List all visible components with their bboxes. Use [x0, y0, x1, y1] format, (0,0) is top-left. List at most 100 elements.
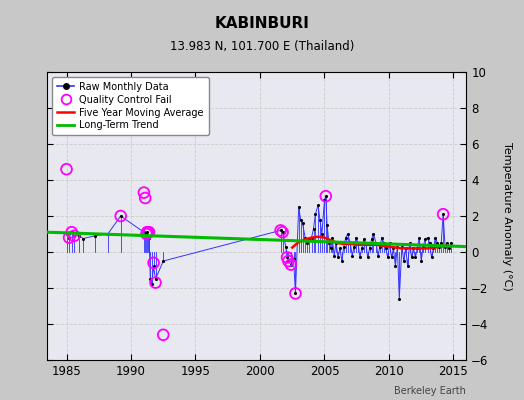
Point: [393, 243, 401, 250]
Point: [439, 211, 447, 218]
Point: [322, 193, 330, 199]
Point: [322, 193, 330, 199]
Point: [151, 279, 160, 286]
Point: [145, 229, 153, 235]
Point: [91, 233, 99, 239]
Point: [149, 263, 158, 270]
Point: [433, 240, 442, 246]
Point: [352, 234, 361, 241]
Point: [400, 258, 408, 264]
Point: [391, 263, 400, 270]
Point: [70, 233, 79, 239]
Point: [359, 236, 368, 242]
Point: [327, 245, 335, 252]
Point: [358, 245, 366, 252]
Point: [389, 245, 398, 252]
Point: [314, 202, 322, 208]
Point: [417, 258, 425, 264]
Point: [350, 243, 358, 250]
Point: [301, 234, 309, 241]
Point: [294, 204, 303, 210]
Point: [443, 240, 451, 246]
Text: 13.983 N, 101.700 E (Thailand): 13.983 N, 101.700 E (Thailand): [170, 40, 354, 53]
Point: [445, 245, 453, 252]
Point: [407, 254, 416, 261]
Point: [116, 213, 125, 219]
Point: [144, 233, 152, 239]
Point: [140, 189, 148, 196]
Point: [277, 227, 285, 234]
Point: [323, 222, 331, 228]
Point: [437, 240, 445, 246]
Point: [283, 254, 291, 261]
Point: [340, 243, 348, 250]
Point: [287, 262, 295, 268]
Point: [328, 234, 336, 241]
Point: [143, 231, 151, 237]
Point: [441, 243, 449, 250]
Point: [68, 229, 76, 235]
Point: [337, 258, 346, 264]
Point: [145, 234, 153, 241]
Point: [277, 227, 285, 234]
Point: [439, 211, 447, 218]
Point: [141, 195, 149, 201]
Point: [423, 234, 432, 241]
Point: [297, 216, 305, 223]
Point: [401, 245, 410, 252]
Point: [284, 258, 292, 264]
Point: [291, 290, 300, 297]
Y-axis label: Temperature Anomaly (°C): Temperature Anomaly (°C): [503, 142, 512, 290]
Point: [387, 254, 396, 261]
Point: [367, 236, 376, 242]
Point: [311, 211, 320, 218]
Point: [342, 234, 350, 241]
Point: [336, 245, 344, 252]
Point: [104, 231, 112, 237]
Point: [141, 231, 149, 237]
Point: [316, 216, 324, 223]
Point: [332, 240, 340, 246]
Point: [278, 229, 287, 235]
Point: [364, 254, 372, 261]
Point: [398, 243, 406, 250]
Point: [356, 254, 364, 261]
Point: [303, 240, 311, 246]
Point: [283, 254, 291, 261]
Point: [365, 245, 374, 252]
Point: [325, 240, 333, 246]
Point: [344, 231, 352, 237]
Point: [372, 240, 380, 246]
Point: [65, 234, 73, 241]
Point: [143, 229, 151, 235]
Point: [284, 258, 292, 264]
Point: [278, 229, 287, 235]
Point: [376, 243, 384, 250]
Point: [298, 220, 307, 226]
Point: [428, 254, 436, 261]
Point: [308, 234, 316, 241]
Point: [413, 245, 421, 252]
Point: [62, 166, 71, 172]
Point: [374, 252, 382, 259]
Point: [406, 240, 414, 246]
Point: [144, 229, 152, 235]
Point: [318, 231, 326, 237]
Point: [421, 236, 429, 242]
Point: [140, 229, 148, 235]
Point: [362, 240, 370, 246]
Point: [116, 213, 125, 219]
Text: KABINBURI: KABINBURI: [214, 16, 310, 31]
Point: [287, 262, 295, 268]
Point: [68, 229, 76, 235]
Point: [159, 258, 168, 264]
Point: [378, 234, 386, 241]
Point: [431, 234, 440, 241]
Point: [411, 254, 420, 261]
Point: [435, 243, 443, 250]
Point: [381, 245, 390, 252]
Point: [415, 234, 423, 241]
Point: [419, 243, 428, 250]
Point: [309, 225, 318, 232]
Point: [446, 240, 455, 246]
